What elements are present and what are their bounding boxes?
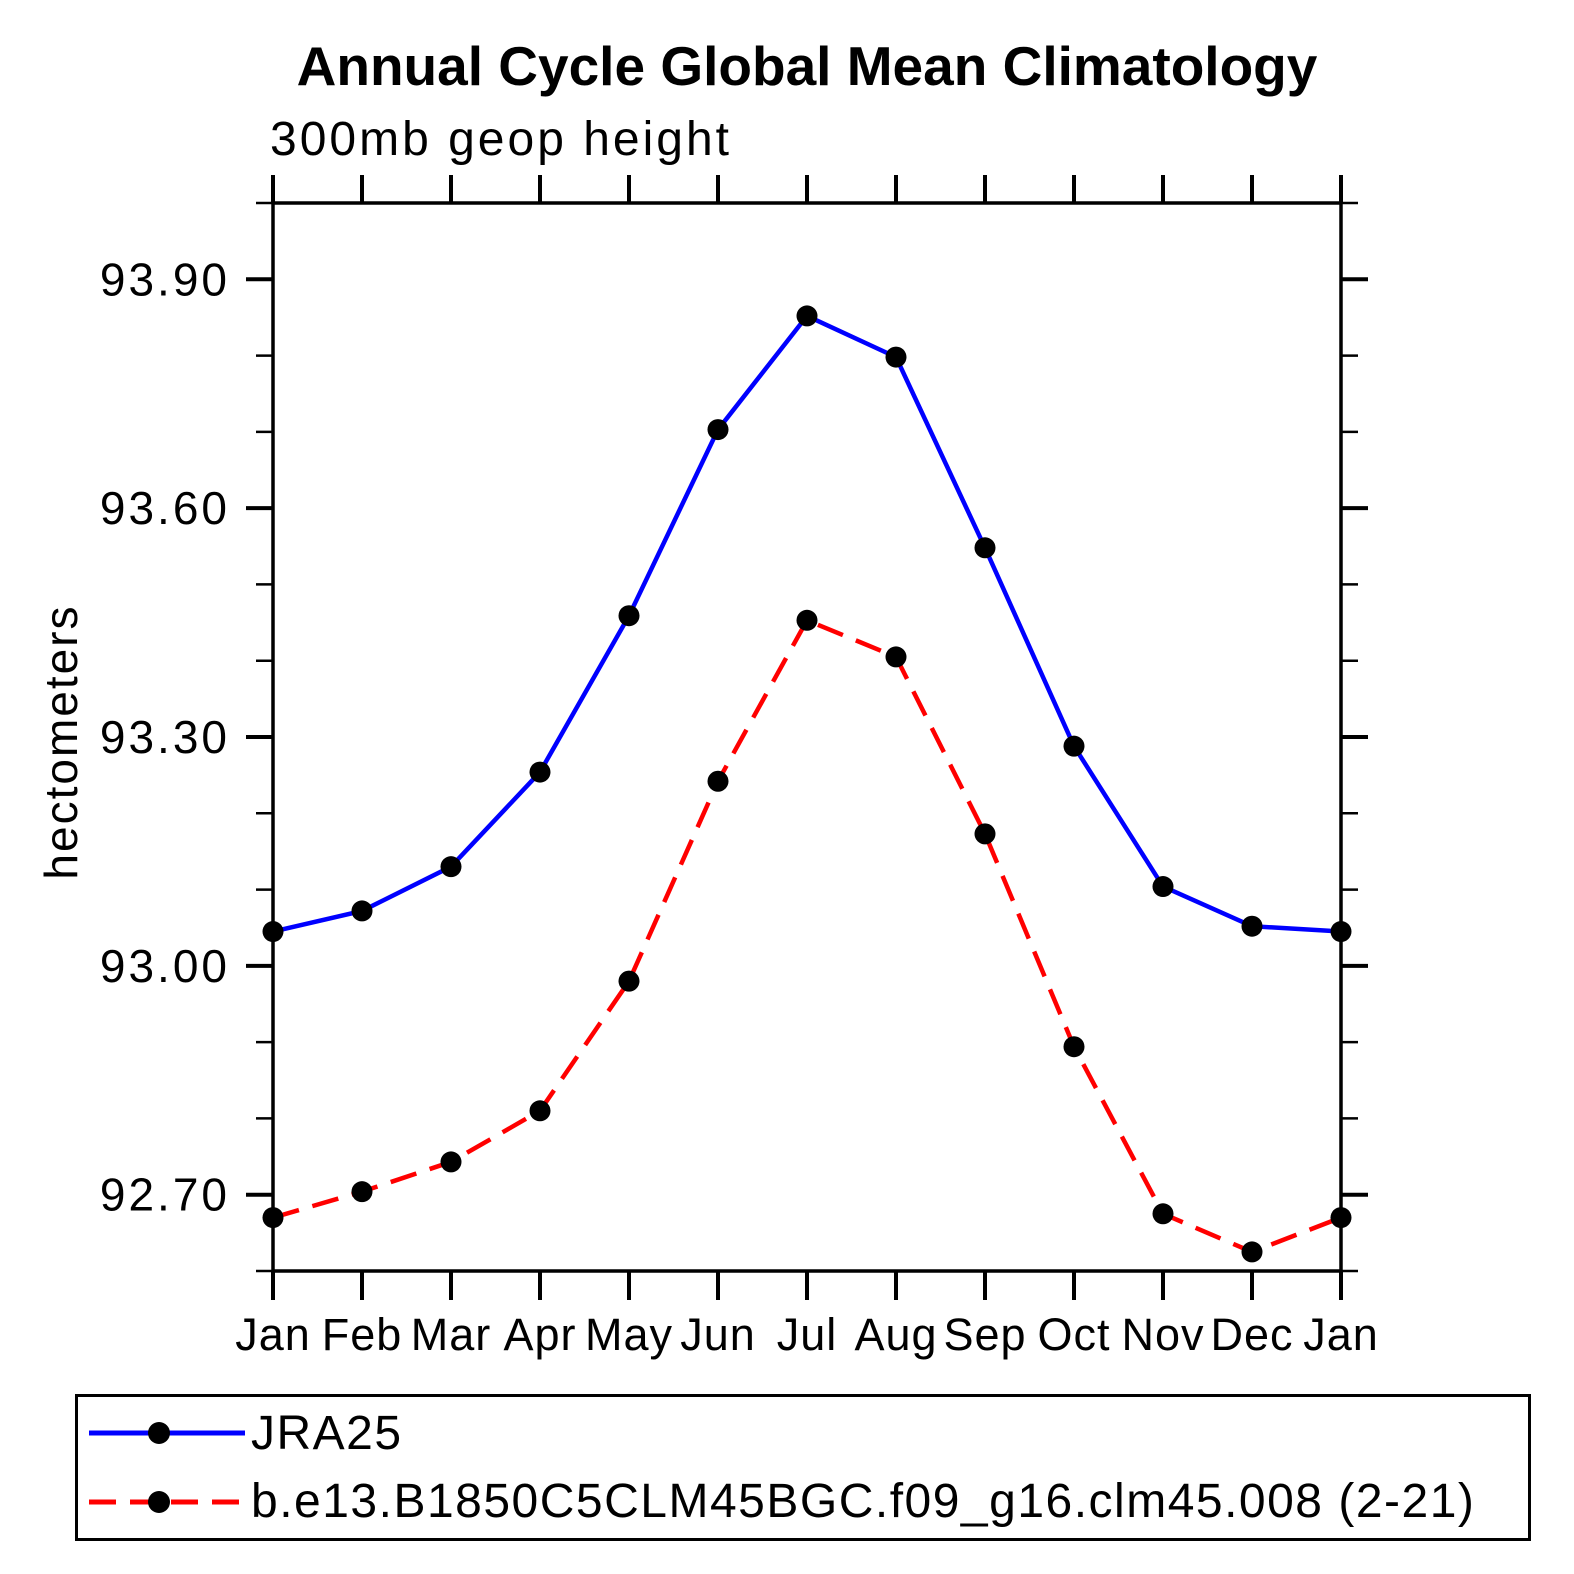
x-tick-label: Sep <box>943 1309 1026 1360</box>
x-tick-label: Jan <box>1303 1309 1379 1360</box>
data-point-marker <box>885 646 907 668</box>
x-tick-label: Mar <box>411 1309 492 1360</box>
x-tick-label: Feb <box>322 1309 403 1360</box>
legend: JRA25 b.e13.B1850C5CLM45BGC.f09_g16.clm4… <box>75 1394 1531 1541</box>
data-point-marker <box>618 605 640 627</box>
x-tick-label: Jul <box>777 1309 838 1360</box>
data-point-marker <box>974 537 996 559</box>
x-tick-label: Dec <box>1210 1309 1293 1360</box>
x-tick-label: May <box>585 1309 673 1360</box>
legend-label-jra25: JRA25 <box>251 1406 403 1460</box>
data-point-marker <box>529 761 551 783</box>
legend-marker-dot <box>148 1422 170 1445</box>
data-point-marker <box>885 346 907 368</box>
data-point-marker <box>1063 1036 1085 1058</box>
data-point-marker <box>707 770 729 792</box>
data-point-marker <box>1330 921 1352 943</box>
data-point-marker <box>529 1100 551 1122</box>
legend-row-jra25: JRA25 <box>87 1401 1528 1465</box>
y-tick-label: 93.30 <box>100 711 230 763</box>
y-tick-label: 93.60 <box>100 482 230 534</box>
x-tick-label: Jan <box>235 1309 311 1360</box>
x-tick-label: Aug <box>854 1309 937 1360</box>
data-point-marker <box>1241 1241 1263 1263</box>
data-point-marker <box>796 305 818 327</box>
data-point-marker <box>1330 1207 1352 1229</box>
x-tick-label: Nov <box>1121 1309 1204 1360</box>
legend-line-dashed-icon <box>89 1490 245 1513</box>
legend-row-model: b.e13.B1850C5CLM45BGC.f09_g16.clm45.008 … <box>87 1470 1528 1534</box>
data-point-marker <box>707 419 729 441</box>
data-point-marker <box>974 823 996 845</box>
data-point-marker <box>618 970 640 992</box>
x-tick-label: Jun <box>680 1309 756 1360</box>
data-point-marker <box>351 900 373 922</box>
x-tick-label: Oct <box>1037 1309 1110 1360</box>
data-point-marker <box>351 1181 373 1203</box>
data-point-marker <box>1152 1203 1174 1225</box>
data-point-marker <box>1152 876 1174 898</box>
chart-title: Annual Cycle Global Mean Climatology <box>296 35 1318 97</box>
data-point-marker <box>440 1151 462 1173</box>
data-point-marker <box>262 921 284 943</box>
series-line-dashed <box>272 617 1342 1255</box>
y-tick-label: 92.70 <box>100 1169 230 1221</box>
y-tick-label: 93.90 <box>100 253 230 305</box>
legend-label-model: b.e13.B1850C5CLM45BGC.f09_g16.clm45.008 … <box>251 1475 1476 1529</box>
plot-frame <box>271 201 1343 1273</box>
y-tick-label: 93.00 <box>100 940 230 992</box>
legend-marker-dot <box>148 1490 170 1513</box>
data-point-marker <box>1241 915 1263 937</box>
chart-subtitle: 300mb geop height <box>270 113 732 166</box>
data-point-marker <box>1063 735 1085 757</box>
legend-line-solid-icon <box>89 1422 245 1445</box>
data-point-marker <box>440 856 462 878</box>
data-point-marker <box>262 1207 284 1229</box>
x-tick-label: Apr <box>503 1309 576 1360</box>
data-point-marker <box>796 609 818 631</box>
